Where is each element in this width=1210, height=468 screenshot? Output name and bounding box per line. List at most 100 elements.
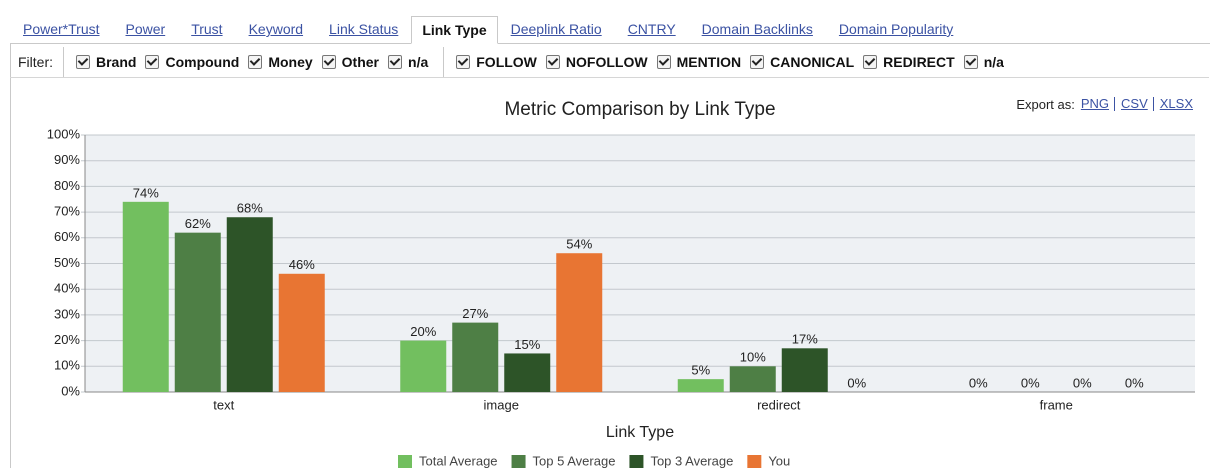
bar xyxy=(677,379,724,392)
bar xyxy=(504,353,551,392)
x-tick-label: frame xyxy=(1040,397,1073,412)
tab[interactable]: Link Status xyxy=(329,21,399,37)
filter-checkbox[interactable]: n/a xyxy=(963,54,1004,70)
checkbox xyxy=(388,55,403,69)
export: Export as: PNG CSV XLSX xyxy=(1016,96,1198,113)
data-label: 17% xyxy=(792,332,818,347)
y-tick-label: 30% xyxy=(54,306,80,321)
tab-bar: Power*Trust Power Trust Keyword Link Status L… xyxy=(10,16,1210,44)
tab[interactable]: Domain Popularity xyxy=(838,21,954,37)
y-tick-label: 10% xyxy=(54,358,80,373)
filter-checkbox[interactable]: NOFOLLOW xyxy=(545,54,648,70)
checkbox-label: CANONICAL xyxy=(770,54,855,70)
checkbox xyxy=(656,55,671,69)
checkbox-label: MENTION xyxy=(676,54,742,70)
data-label: 62% xyxy=(185,216,211,231)
checkbox xyxy=(248,55,263,69)
data-label: 0% xyxy=(1021,375,1040,390)
bar xyxy=(452,322,499,392)
tab[interactable]: Power*Trust xyxy=(23,21,100,37)
checkbox-label: REDIRECT xyxy=(883,54,955,70)
data-label: 15% xyxy=(514,337,540,352)
filter-checkbox[interactable]: REDIRECT xyxy=(863,54,955,70)
bar xyxy=(400,340,447,392)
bar xyxy=(278,273,325,392)
export-link[interactable]: CSV xyxy=(1121,97,1154,111)
bar xyxy=(226,217,273,392)
checkbox-label: Money xyxy=(268,54,313,70)
checkbox-label: n/a xyxy=(983,54,1004,70)
y-tick-label: 40% xyxy=(54,281,80,296)
checkbox xyxy=(963,55,978,69)
data-label: 0% xyxy=(847,375,866,390)
filter-checkbox[interactable]: n/a xyxy=(388,54,428,70)
checkbox-label: FOLLOW xyxy=(476,54,537,70)
data-label: 10% xyxy=(740,350,766,365)
legend-label: Top 5 Average xyxy=(533,453,616,468)
checkbox xyxy=(456,55,471,69)
y-tick-label: 20% xyxy=(54,332,80,347)
y-tick-label: 80% xyxy=(54,178,80,193)
filter-checkbox[interactable]: Brand xyxy=(76,54,136,70)
legend-swatch xyxy=(747,455,762,468)
bar xyxy=(556,253,603,392)
export-link[interactable]: XLSX xyxy=(1159,96,1193,111)
data-label: 0% xyxy=(969,375,988,390)
x-tick-label: text xyxy=(213,397,234,412)
data-label: 5% xyxy=(691,363,710,378)
filter-checkbox[interactable]: Money xyxy=(248,54,313,70)
data-label: 74% xyxy=(133,185,159,200)
x-tick-label: redirect xyxy=(757,397,801,412)
y-tick-label: 60% xyxy=(54,229,80,244)
filter-bar: Filter: Brand Compound Money Other n/a FOLLOW… xyxy=(10,47,1209,78)
tab[interactable]: Domain Backlinks xyxy=(701,21,813,37)
bar xyxy=(174,232,221,392)
tab[interactable]: Keyword xyxy=(248,21,304,37)
data-label: 0% xyxy=(1125,375,1144,390)
data-label: 27% xyxy=(462,306,488,321)
filter-checkbox[interactable]: MENTION xyxy=(656,54,742,70)
tab[interactable]: Deeplink Ratio xyxy=(510,21,602,37)
data-label: 54% xyxy=(566,237,592,252)
data-label: 46% xyxy=(289,257,315,272)
legend-label: Total Average xyxy=(419,453,498,468)
panel xyxy=(10,44,1210,468)
y-tick-label: 100% xyxy=(47,126,81,141)
checkbox xyxy=(750,55,765,69)
checkbox-label: n/a xyxy=(408,54,429,70)
data-label: 20% xyxy=(410,324,436,339)
checkbox-label: Brand xyxy=(96,54,137,70)
checkbox xyxy=(321,55,336,69)
checkbox-label: Other xyxy=(341,54,380,70)
tab[interactable]: Trust xyxy=(191,21,223,37)
filter-label: Filter: xyxy=(10,47,64,77)
chart-title: Metric Comparison by Link Type xyxy=(504,99,775,120)
filter-checkbox[interactable]: Other xyxy=(321,54,380,70)
data-label: 68% xyxy=(237,201,263,216)
bar xyxy=(122,201,169,392)
checkbox-label: Compound xyxy=(165,54,240,70)
bar xyxy=(781,348,828,392)
tab[interactable]: Link Type xyxy=(411,16,498,44)
export-link[interactable]: PNG xyxy=(1081,97,1116,111)
data-label: 0% xyxy=(1073,375,1092,390)
checkbox xyxy=(545,55,560,69)
filter-group: Brand Compound Money Other n/a xyxy=(64,47,443,77)
x-tick-label: image xyxy=(484,397,519,412)
y-tick-label: 0% xyxy=(61,383,80,398)
bar xyxy=(729,366,776,392)
filter-checkbox[interactable]: FOLLOW xyxy=(456,54,537,70)
legend-label: You xyxy=(768,453,790,468)
filter-group: FOLLOW NOFOLLOW MENTION CANONICAL REDIRECT n/… xyxy=(443,47,1019,77)
checkbox-label: NOFOLLOW xyxy=(565,54,648,70)
filter-checkbox[interactable]: Compound xyxy=(145,54,239,70)
checkbox xyxy=(76,55,90,69)
legend-swatch xyxy=(511,455,526,468)
checkbox xyxy=(863,55,878,69)
tab[interactable]: CNTRY xyxy=(627,21,676,37)
export-label: Export as: xyxy=(1016,97,1075,112)
filter-checkbox[interactable]: CANONICAL xyxy=(750,54,854,70)
tab[interactable]: Power xyxy=(125,21,166,37)
